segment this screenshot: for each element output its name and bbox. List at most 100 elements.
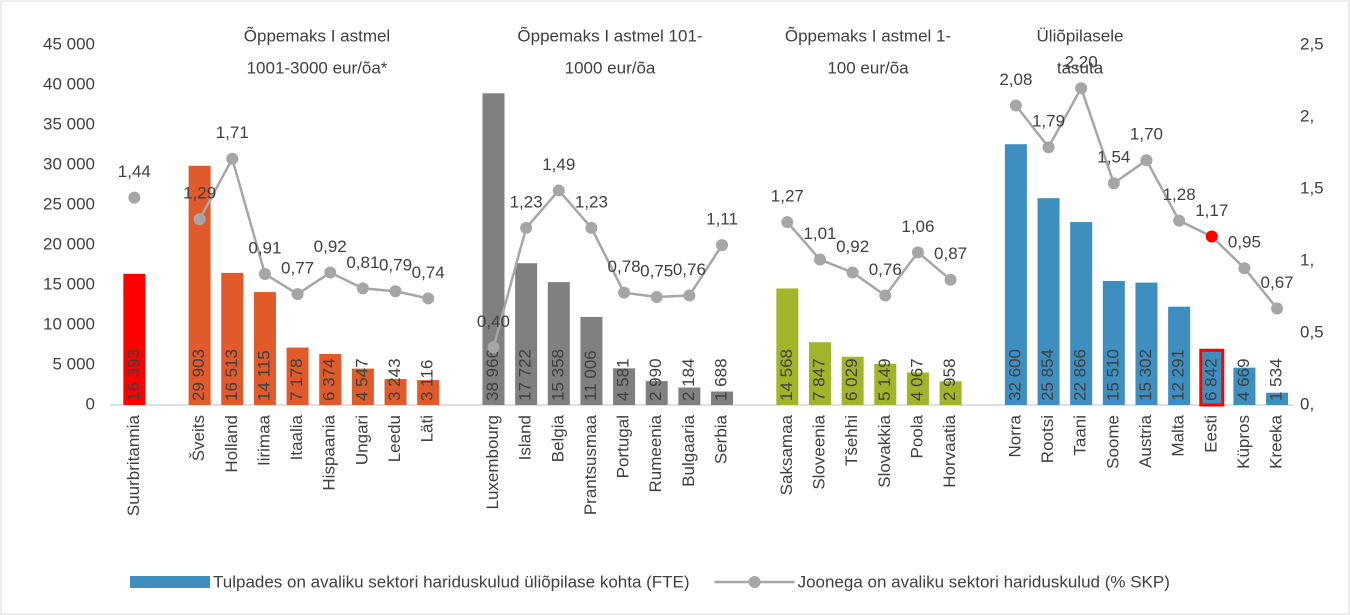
line-value-label: 0,91 — [248, 238, 281, 257]
line-marker — [552, 184, 565, 197]
bar-value-label: 32 600 — [1005, 349, 1024, 401]
line-marker — [1009, 99, 1022, 112]
x-tick-label: Eesti — [1201, 415, 1220, 453]
line-marker — [683, 289, 696, 302]
line-marker — [911, 246, 924, 259]
line-marker — [1238, 262, 1251, 275]
y-tick-label: 15 000 — [43, 274, 95, 293]
bar — [319, 354, 342, 405]
line-value-label: 1,11 — [706, 210, 738, 229]
line-value-label: 1,28 — [1163, 185, 1196, 204]
y2-tick-label: 1, — [1300, 250, 1314, 269]
bar — [253, 292, 276, 405]
bar-value-label: 6 842 — [1201, 358, 1220, 401]
bar-value-label: 1 534 — [1267, 358, 1286, 401]
bar — [221, 272, 244, 405]
line-value-label: 0,76 — [869, 260, 902, 279]
y2-tick-label: 2, — [1300, 106, 1314, 125]
group-label: tasuta — [1057, 58, 1104, 77]
bar-value-label: 4 669 — [1234, 358, 1253, 401]
bar-value-label: 14 568 — [777, 349, 796, 401]
line-value-label: 0,78 — [608, 257, 641, 276]
x-tick-label: Prantsusmaa — [581, 414, 600, 515]
bar-value-label: 15 510 — [1103, 349, 1122, 401]
y2-tick-label: 2,5 — [1300, 34, 1324, 53]
line-value-label: 2,20 — [1065, 53, 1098, 72]
line-marker — [781, 216, 794, 229]
y-tick-label: 45 000 — [43, 34, 95, 53]
x-tick-label: Malta — [1169, 414, 1188, 456]
x-tick-label: Šveits — [189, 415, 208, 461]
bar-value-label: 29 903 — [189, 349, 208, 401]
x-tick-label: Rumeenia — [646, 414, 665, 492]
bar — [123, 273, 146, 405]
line-marker — [1140, 154, 1153, 167]
line-marker — [389, 285, 402, 298]
group-label: Õppemaks I astmel — [244, 26, 390, 45]
y2-tick-label: 0,5 — [1300, 322, 1324, 341]
line-marker — [422, 292, 435, 305]
x-tick-label: Luxembourg — [483, 415, 502, 510]
line-value-label: 1,29 — [183, 184, 216, 203]
bar — [874, 363, 897, 405]
y-tick-label: 10 000 — [43, 314, 95, 333]
bar — [547, 282, 570, 405]
x-tick-label: Tšehhi — [842, 415, 861, 466]
y2-tick-label: 0, — [1300, 394, 1314, 413]
x-tick-label: Island — [516, 415, 535, 460]
bar — [808, 342, 831, 405]
line-marker — [1042, 141, 1055, 154]
bar-value-label: 2 184 — [679, 358, 698, 401]
x-tick-label: Sloveenia — [809, 414, 828, 489]
line-marker — [879, 289, 892, 302]
line-value-label: 1,70 — [1130, 125, 1163, 144]
line-value-label: 1,71 — [216, 123, 249, 142]
legend-label: Tulpades on avaliku sektori hariduskulud… — [213, 572, 690, 591]
line-value-label: 1,27 — [771, 187, 804, 206]
line-value-label: 0,40 — [477, 312, 510, 331]
y-tick-label: 25 000 — [43, 194, 95, 213]
x-tick-label: Rootsi — [1038, 415, 1057, 463]
x-tick-label: Küpros — [1234, 415, 1253, 469]
line-value-label: 1,79 — [1032, 112, 1065, 131]
bar-value-label: 11 006 — [581, 350, 600, 401]
legend-swatch — [748, 576, 761, 588]
legend-label: Joonega on avaliku sektori hariduskulud … — [798, 572, 1170, 591]
bar — [906, 372, 929, 405]
y-tick-label: 5 000 — [52, 354, 95, 373]
bar-value-label: 15 358 — [548, 349, 567, 401]
line-value-label: 0,92 — [314, 237, 347, 256]
x-tick-label: Leedu — [385, 415, 404, 462]
x-tick-label: Itaalia — [287, 414, 306, 460]
line-value-label: 0,92 — [836, 237, 869, 256]
x-tick-label: Horvaatia — [940, 414, 959, 487]
line-value-label: 0,67 — [1261, 273, 1294, 292]
bar — [351, 368, 374, 405]
x-tick-label: Slovakkia — [875, 414, 894, 487]
y-tick-label: 40 000 — [43, 74, 95, 93]
x-tick-label: Taani — [1071, 415, 1090, 456]
y-tick-label: 0 — [86, 394, 95, 413]
bar-value-label: 15 302 — [1136, 349, 1155, 401]
bar — [1266, 392, 1289, 405]
bar-value-label: 4 067 — [907, 358, 926, 401]
line-value-label: 1,44 — [118, 162, 151, 181]
line-marker — [1107, 177, 1120, 190]
group-label: Üliõpilasele — [1037, 26, 1124, 45]
group-label: Õppemaks I astmel 101- — [517, 26, 702, 45]
line-marker — [1205, 230, 1218, 243]
line-marker — [585, 221, 598, 234]
group-label: 1000 eur/õa — [565, 58, 656, 77]
y-tick-label: 30 000 — [43, 154, 95, 173]
bar — [1135, 282, 1158, 405]
x-tick-label: Portugal — [614, 415, 633, 478]
bar-value-label: 38 966 — [483, 349, 502, 401]
bar-value-label: 12 291 — [1169, 349, 1188, 401]
bar — [286, 347, 309, 405]
x-tick-label: Saksamaa — [777, 414, 796, 495]
bar — [613, 368, 636, 405]
x-tick-label: Hispaania — [320, 414, 339, 490]
line-marker — [291, 288, 304, 301]
bar — [939, 381, 962, 405]
line-value-label: 0,87 — [934, 244, 967, 263]
